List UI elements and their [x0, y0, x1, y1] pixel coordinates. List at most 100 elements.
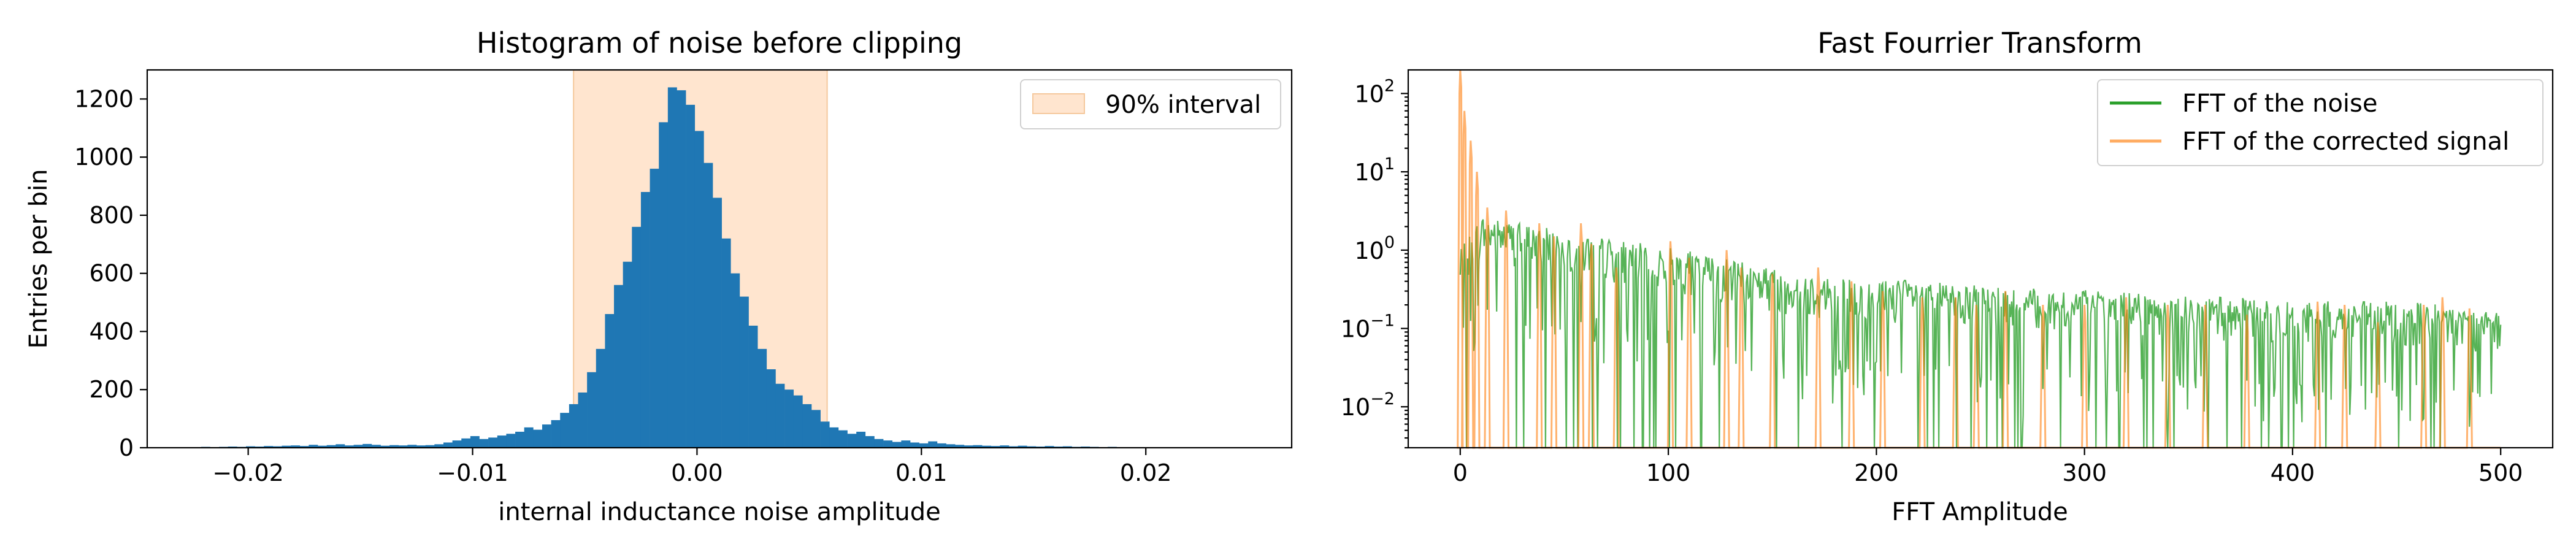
histogram-bar — [829, 427, 839, 448]
fft-x-tick-label: 300 — [2062, 459, 2107, 486]
histogram-bar — [757, 348, 767, 448]
fft-x-ticks: 0 100 200 300 400 500 — [1453, 448, 2523, 486]
histogram-bar — [865, 436, 875, 448]
fft-panel: Fast Fourrier Transform 0 100 200 300 400 500… — [1341, 26, 2554, 526]
fft-title: Fast Fourrier Transform — [1817, 26, 2142, 59]
histogram-bar — [686, 104, 696, 448]
histogram-x-tick-label: −0.02 — [212, 459, 283, 486]
histogram-bar — [470, 436, 480, 448]
fft-y-tick-label: 100 — [1354, 233, 1395, 264]
histogram-bar — [605, 314, 615, 448]
histogram-bar — [479, 439, 489, 448]
histogram-bar — [362, 443, 372, 448]
histogram-y-tick-label: 800 — [89, 202, 134, 229]
histogram-y-tick-label: 400 — [89, 318, 134, 345]
histogram-bar — [282, 445, 291, 448]
fft-series — [1457, 69, 2502, 449]
fft-x-tick-label: 400 — [2271, 459, 2315, 486]
histogram-bar — [982, 445, 992, 448]
histogram-bar — [713, 197, 722, 448]
histogram-bar — [748, 325, 758, 448]
fft-legend: FFT of the noise FFT of the corrected si… — [2097, 79, 2543, 166]
histogram-bar — [488, 437, 498, 448]
histogram-x-tick-label: 0.01 — [895, 459, 948, 486]
histogram-bar — [730, 273, 740, 448]
interval-legend-patch — [1032, 93, 1085, 114]
histogram-y-tick-label: 600 — [89, 260, 134, 287]
fft-y-ticks: 10−2 10−1 100 101 102 — [1341, 76, 1408, 449]
fft-legend-box — [2097, 79, 2543, 166]
histogram-bar — [1000, 445, 1010, 448]
histogram-bar — [838, 430, 848, 448]
histogram-bar — [919, 443, 929, 448]
histogram-bar — [892, 442, 902, 448]
histogram-bar — [272, 446, 282, 448]
histogram-bar — [291, 445, 301, 448]
histogram-bar — [389, 445, 399, 448]
histogram-bar — [398, 445, 408, 448]
histogram-bar — [784, 389, 794, 448]
fft-y-tick-exponent: 0 — [1384, 233, 1395, 252]
histogram-bar — [326, 445, 336, 448]
histogram-bar — [596, 348, 605, 448]
histogram-bar — [1008, 446, 1018, 448]
histogram-bar — [434, 444, 444, 448]
histogram-bars — [192, 87, 1243, 448]
histogram-bar — [802, 404, 812, 448]
histogram-bar — [955, 445, 965, 448]
histogram-bar — [1045, 446, 1054, 448]
histogram-bar — [973, 445, 983, 448]
histogram-bar — [587, 372, 597, 448]
histogram-bar — [506, 434, 516, 448]
histogram-bar — [883, 440, 893, 448]
histogram-y-tick-label: 0 — [119, 434, 134, 461]
histogram-bar — [264, 446, 274, 448]
fft-x-tick-label: 500 — [2478, 459, 2523, 486]
histogram-bar — [425, 445, 435, 448]
histogram-bar — [721, 238, 731, 448]
histogram-bar — [614, 285, 623, 448]
corrected-legend-label: FFT of the corrected signal — [2182, 128, 2509, 156]
fft-y-tick-exponent: 2 — [1384, 76, 1395, 95]
fft-axes-frame — [1407, 69, 2554, 449]
fft-x-tick-label: 200 — [1854, 459, 1899, 486]
histogram-y-tick-label: 1200 — [74, 85, 134, 112]
histogram-panel: Histogram of noise before clipping −0.02… — [25, 26, 1293, 526]
histogram-bar — [694, 131, 704, 448]
fft-y-tick-label: 101 — [1354, 155, 1395, 186]
histogram-bar — [928, 441, 938, 448]
histogram-bar — [820, 421, 830, 448]
histogram-bar — [542, 424, 551, 448]
histogram-bar — [497, 435, 507, 448]
histogram-bar — [299, 446, 309, 448]
histogram-y-label: Entries per bin — [25, 169, 53, 348]
fft-y-tick-label: 102 — [1354, 76, 1395, 107]
histogram-bar — [245, 446, 255, 448]
fft-y-tick-label: 10−2 — [1341, 389, 1395, 421]
histogram-bar — [659, 122, 669, 448]
fft-y-tick-exponent: −1 — [1370, 312, 1395, 331]
interval-legend-label: 90% interval — [1105, 91, 1261, 119]
histogram-x-tick-label: −0.01 — [437, 459, 508, 486]
noise-series-line — [1459, 219, 2502, 449]
noise-legend-label: FFT of the noise — [2182, 90, 2377, 118]
histogram-bar — [1018, 445, 1027, 448]
histogram-bar — [901, 440, 911, 448]
histogram-bar — [856, 431, 866, 448]
fft-y-tick-label: 10−1 — [1341, 312, 1395, 343]
histogram-bar — [650, 169, 659, 448]
histogram-bar — [309, 445, 318, 448]
histogram-bar — [533, 429, 543, 448]
histogram-bar — [560, 413, 570, 448]
histogram-bar — [623, 261, 632, 448]
fft-y-tick-exponent: −2 — [1370, 389, 1395, 408]
histogram-bar — [443, 442, 453, 448]
histogram-bar — [353, 445, 363, 448]
fft-x-tick-label: 100 — [1646, 459, 1691, 486]
histogram-y-ticks: 0 200 400 600 800 1000 1200 — [74, 85, 147, 461]
histogram-bar — [937, 443, 946, 448]
histogram-bar — [677, 90, 686, 448]
histogram-bar — [524, 427, 534, 448]
histogram-bar — [910, 442, 919, 448]
